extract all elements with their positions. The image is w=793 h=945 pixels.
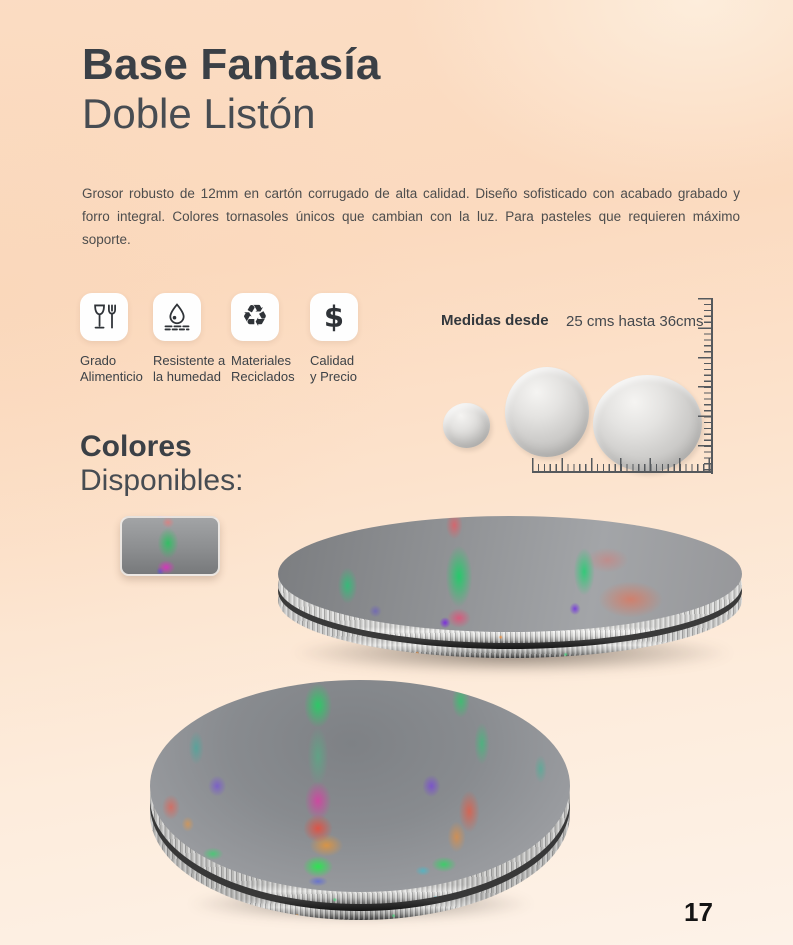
size-circle-small <box>443 403 490 448</box>
product-photo-top-view <box>150 680 570 928</box>
page-title-light: Doble Listón <box>82 90 316 138</box>
product-photo-side-view <box>278 516 742 676</box>
page-title: Base Fantasía Doble Listón <box>82 40 381 138</box>
food-grade-icon <box>80 293 128 341</box>
measures-label: Medidas desde <box>441 312 549 329</box>
feature-label: Calidad y Precio <box>310 353 357 384</box>
colors-subtitle: Disponibles: <box>80 464 244 497</box>
ruler-horizontal-icon <box>532 458 713 473</box>
feature-humidity-resistant: Resistente a la humedad <box>153 293 225 385</box>
measures-range: 25 cms hasta 36cms <box>566 313 704 330</box>
ruler-vertical-icon <box>698 298 713 474</box>
feature-label: Resistente a la humedad <box>153 353 226 384</box>
product-description: Grosor robusto de 12mm en cartón corruga… <box>82 186 740 247</box>
page-number: 17 <box>684 897 713 927</box>
feature-label: Grado Alimenticio <box>80 353 143 384</box>
color-swatch-holographic-silver <box>120 516 220 576</box>
feature-label: Materiales Reciclados <box>231 353 295 384</box>
disc-holographic-face <box>278 516 742 632</box>
colors-title: Colores <box>80 430 192 463</box>
feature-recycled-materials: ♻ Materiales Reciclados <box>231 293 295 385</box>
page-title-bold: Base Fantasía <box>82 40 381 89</box>
disc-holographic-face <box>150 680 570 892</box>
size-circle-large <box>593 375 702 472</box>
dollar-icon: $ <box>310 293 358 341</box>
feature-quality-price: $ Calidad y Precio <box>310 293 358 385</box>
recycle-icon: ♻ <box>231 293 279 341</box>
humidity-resistant-icon <box>153 293 201 341</box>
size-circle-medium <box>505 367 589 457</box>
feature-food-grade: Grado Alimenticio <box>80 293 143 385</box>
